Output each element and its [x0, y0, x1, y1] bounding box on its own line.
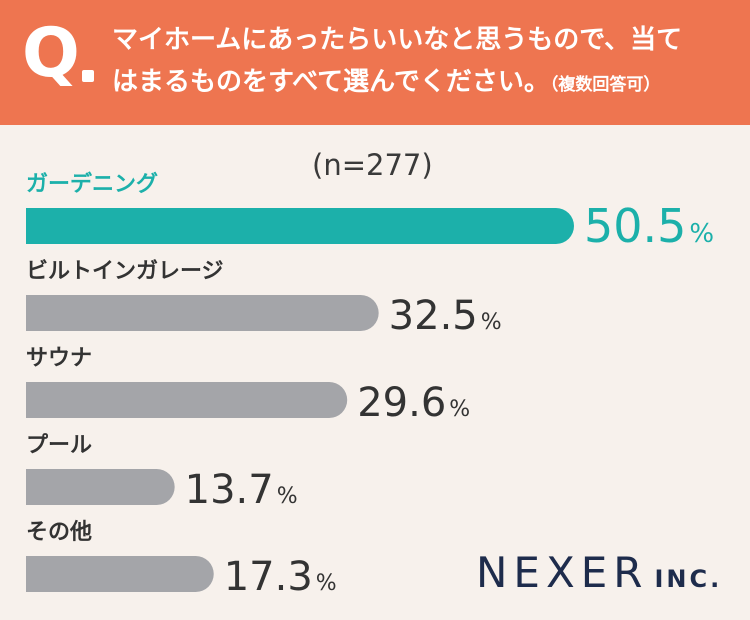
bar-label-1: ビルトインガレージ — [26, 259, 224, 284]
question-header: Q マイホームにあったらいいなと思うもので、当て はまるものをすべて選んでくださ… — [0, 0, 750, 125]
bar-value-4: 17.3% — [224, 554, 337, 600]
sample-size-label: (n=277) — [312, 148, 433, 182]
logo-suffix: INC. — [654, 565, 723, 593]
bar-label-3: プール — [26, 433, 92, 458]
nexer-logo: NEXER INC. — [476, 548, 722, 597]
question-text-line2: はまるものをすべて選んでください。（複数回答可） — [112, 66, 742, 100]
question-note: （複数回答可） — [549, 75, 661, 95]
bar-3 — [26, 469, 175, 505]
bar-0 — [26, 208, 574, 244]
question-text-line1: マイホームにあったらいいなと思うもので、当て — [112, 25, 683, 55]
bar-unit-3: % — [277, 484, 298, 509]
bar-value-1: 32.5% — [389, 293, 502, 339]
bar-label-0: ガーデニング — [26, 171, 158, 197]
bar-label-4: その他 — [26, 520, 92, 545]
bar-value-3: 13.7% — [185, 467, 298, 513]
bar-left-cap-2 — [26, 382, 62, 418]
bar-unit-1: % — [481, 310, 502, 335]
bar-left-cap-1 — [26, 295, 62, 331]
question-text-line2-main: はまるものをすべて選んでください。 — [112, 67, 550, 97]
bar-unit-2: % — [449, 397, 470, 422]
logo-name: NEXER — [476, 548, 649, 597]
bar-unit-0: % — [689, 219, 714, 249]
bar-label-2: サウナ — [26, 346, 92, 371]
bar-value-2: 29.6% — [357, 380, 470, 426]
bar-left-cap-0 — [26, 208, 62, 244]
question-mark: Q — [22, 14, 80, 93]
bar-unit-4: % — [316, 571, 337, 596]
bar-2 — [26, 382, 348, 418]
bar-left-cap-4 — [26, 556, 62, 592]
bar-1 — [26, 295, 379, 331]
bar-4 — [26, 556, 214, 592]
bar-value-0: 50.5% — [584, 199, 714, 253]
question-dot — [82, 70, 94, 82]
bar-left-cap-3 — [26, 469, 62, 505]
